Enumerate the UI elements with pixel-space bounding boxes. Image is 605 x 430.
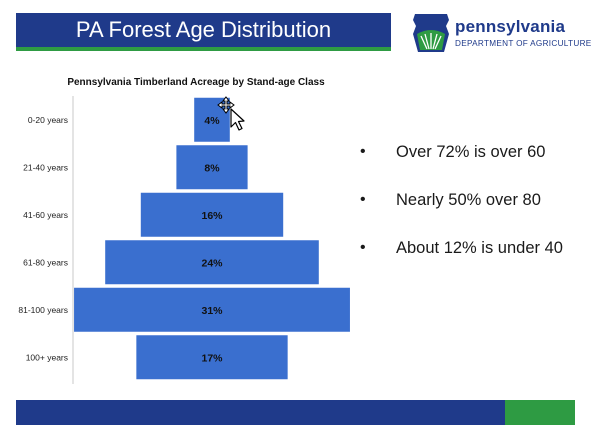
- category-label: 0-20 years: [28, 115, 68, 125]
- bullet-dot-icon: •: [360, 191, 366, 208]
- bar-value-label: 17%: [201, 352, 223, 364]
- bar-value-label: 4%: [204, 115, 220, 127]
- category-label: 61-80 years: [23, 257, 68, 267]
- bullet-text: Nearly 50% over 80: [396, 191, 541, 209]
- bullet-text: Over 72% is over 60: [396, 143, 546, 161]
- age-class-bar: [140, 192, 284, 237]
- logo-state-name: pennsylvania: [455, 17, 566, 36]
- bar-value-label: 31%: [201, 305, 223, 317]
- slide-title: PA Forest Age Distribution: [75, 17, 332, 42]
- bar-value-label: 24%: [201, 257, 223, 269]
- chart-title: Pennsylvania Timberland Acreage by Stand…: [67, 77, 325, 88]
- bullet-text: About 12% is under 40: [396, 239, 563, 257]
- category-label: 81-100 years: [18, 305, 68, 315]
- footer-blue-band: [16, 400, 505, 425]
- age-class-bar: [105, 240, 319, 285]
- pa-agriculture-logo: pennsylvania DEPARTMENT OF AGRICULTURE: [405, 10, 595, 56]
- bullet-item: • About 12% is under 40: [360, 236, 600, 284]
- bar-value-label: 16%: [201, 210, 223, 222]
- logo-department: DEPARTMENT OF AGRICULTURE: [455, 39, 592, 48]
- bullet-dot-icon: •: [360, 239, 366, 256]
- bullet-item: • Nearly 50% over 80: [360, 188, 600, 236]
- move-cursor-icon: [217, 96, 245, 131]
- age-class-bar: [74, 287, 350, 332]
- category-label: 100+ years: [26, 352, 68, 362]
- bullet-item: • Over 72% is over 60: [360, 140, 600, 188]
- age-class-bar: [136, 335, 288, 380]
- footer-green-band: [505, 400, 575, 425]
- title-underline: [16, 47, 391, 51]
- slide-title-box: [16, 13, 391, 47]
- keystone-field-icon: [413, 14, 449, 52]
- age-class-bar: [176, 145, 248, 190]
- bar-value-label: 8%: [204, 162, 220, 174]
- category-label: 21-40 years: [23, 162, 68, 172]
- bullet-dot-icon: •: [360, 143, 366, 160]
- key-findings-list: • Over 72% is over 60 • Nearly 50% over …: [360, 140, 600, 284]
- slide-title-bar: PA Forest Age Distribution: [16, 13, 391, 51]
- category-label: 41-60 years: [23, 210, 68, 220]
- footer-bar: [16, 400, 575, 425]
